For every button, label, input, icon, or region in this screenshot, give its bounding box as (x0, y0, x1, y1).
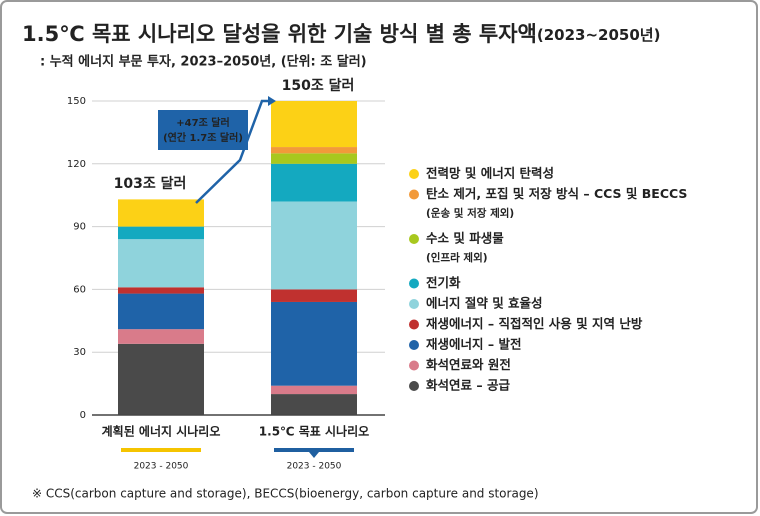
legend-label: 화석연료와 원전 (426, 357, 511, 372)
total-label: 150조 달러 (282, 78, 355, 94)
bar-segment (271, 301, 357, 386)
title-main: 1.5℃ 목표 시나리오 달성을 위한 기술 방식 별 총 투자액 (22, 22, 537, 46)
bar-segment (118, 343, 204, 415)
legend-label: 재생에너지 – 발전 (426, 337, 521, 352)
legend-swatch (409, 340, 419, 350)
legend-swatch (409, 319, 419, 330)
bar-segment (118, 199, 204, 227)
legend-swatch (409, 299, 419, 309)
legend-label: 탄소 제거, 포집 및 저장 방식 – CCS 및 BECCS (426, 186, 687, 201)
legend-label: 전기화 (426, 275, 461, 290)
x-tick-label: 계획된 에너지 시나리오 (102, 424, 221, 439)
total-label: 103조 달러 (114, 176, 187, 192)
bar-segment (271, 201, 357, 290)
chart-title: 1.5℃ 목표 시나리오 달성을 위한 기술 방식 별 총 투자액(2023~2… (22, 22, 660, 46)
footnote: ※ CCS(carbon capture and storage), BECCS… (32, 487, 539, 501)
difference-label: +47조 달러 (176, 116, 229, 129)
legend-label: 재생에너지 – 직접적인 사용 및 지역 난방 (426, 316, 643, 331)
y-tick-label: 90 (73, 222, 86, 233)
legend-sublabel: (운송 및 저장 제외) (426, 207, 514, 220)
bar-segment (118, 226, 204, 240)
bar-segment (271, 153, 357, 164)
title-note: (2023~2050년) (537, 26, 661, 44)
bar-segment (271, 147, 357, 154)
legend-swatch (409, 360, 419, 371)
bar-segment (118, 293, 204, 330)
y-tick-label: 60 (73, 284, 86, 295)
bar-segment (118, 329, 204, 344)
difference-arrow (195, 99, 270, 204)
y-tick-label: 0 (80, 410, 86, 421)
period-label: 2023 - 2050 (287, 462, 342, 472)
subtitle: : 누적 에너지 부문 투자, 2023–2050년, (단위: 조 달러) (40, 54, 367, 70)
period-bar (121, 448, 201, 452)
difference-box (158, 110, 248, 150)
legend-swatch (409, 234, 419, 244)
legend-label: 수소 및 파생물 (426, 231, 504, 246)
y-tick-label: 30 (73, 347, 86, 358)
x-tick-label: 1.5℃ 목표 시나리오 (259, 424, 369, 439)
bar-segment (271, 163, 357, 202)
legend-swatch (409, 381, 419, 391)
legend-label: 전력망 및 에너지 탄력성 (426, 166, 554, 181)
bar-segment (271, 289, 357, 302)
legend-sublabel: (인프라 제외) (426, 251, 488, 264)
bar-segment (271, 101, 357, 148)
legend-swatch (409, 189, 419, 200)
bar-segment (118, 287, 204, 294)
legend-swatch (409, 278, 419, 289)
bar-segment (271, 385, 357, 395)
arrow-head (268, 96, 276, 106)
legend-label: 화석연료 – 공급 (426, 378, 510, 393)
period-marker (309, 452, 319, 458)
y-tick-label: 120 (67, 159, 86, 170)
bar-segment (118, 239, 204, 288)
bar-segment (271, 394, 357, 415)
legend-label: 에너지 절약 및 효율성 (426, 296, 543, 311)
period-label: 2023 - 2050 (134, 462, 189, 472)
difference-note: (연간 1.7조 달러) (163, 131, 243, 144)
period-bar (274, 448, 354, 452)
y-tick-label: 150 (67, 96, 86, 107)
legend-swatch (409, 169, 419, 179)
